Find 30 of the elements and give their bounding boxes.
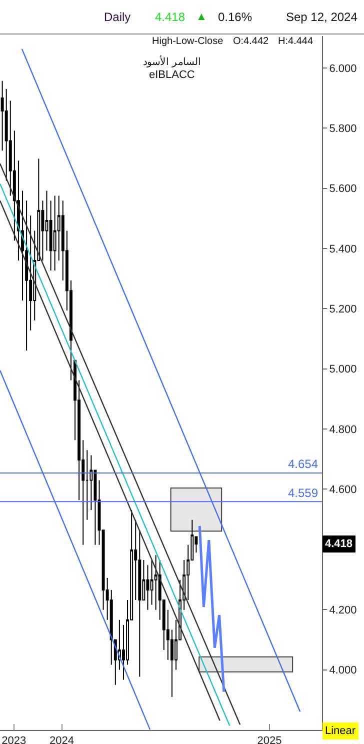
line-series xyxy=(198,524,226,694)
text: ▲ xyxy=(196,11,207,23)
text: Sep 12, 2024 xyxy=(286,10,358,24)
text: 4.418 xyxy=(155,10,186,24)
text: 0.16% xyxy=(218,10,252,24)
y-tick-label: 5.200 xyxy=(329,304,357,316)
ref-line-label: 4.654 xyxy=(288,457,318,471)
x-tick-label: 2024 xyxy=(50,735,74,744)
annotation: 4.418 xyxy=(325,538,353,550)
annotation: High-Low-Close xyxy=(152,36,224,47)
y-tick-label: 4.000 xyxy=(329,664,357,677)
y-tick-label: 4.200 xyxy=(329,604,357,616)
x-tick-label: 2025 xyxy=(257,735,282,744)
y-tick-label: 5.400 xyxy=(329,243,357,256)
y-tick-label: 4.800 xyxy=(329,424,357,436)
candlestick xyxy=(53,195,56,271)
text: Linear xyxy=(325,725,356,737)
y-tick-label: 6.000 xyxy=(329,62,357,75)
chart-title: Daily xyxy=(104,10,131,24)
candlestick xyxy=(16,160,20,262)
annotation: eIBLACC xyxy=(149,69,195,81)
y-tick-label: 5.800 xyxy=(329,122,357,135)
y-tick-label: 5.000 xyxy=(329,364,357,376)
annotation: O:4.442 xyxy=(233,36,270,47)
ref-line-label: 4.559 xyxy=(288,486,318,500)
annotation: H:4.444 xyxy=(278,36,314,47)
annotation: السامر الأسود xyxy=(143,56,201,68)
y-tick-label: 4.600 xyxy=(329,484,357,496)
y-tick-label: 5.600 xyxy=(329,183,357,196)
x-tick-label: 2023 xyxy=(2,735,26,744)
